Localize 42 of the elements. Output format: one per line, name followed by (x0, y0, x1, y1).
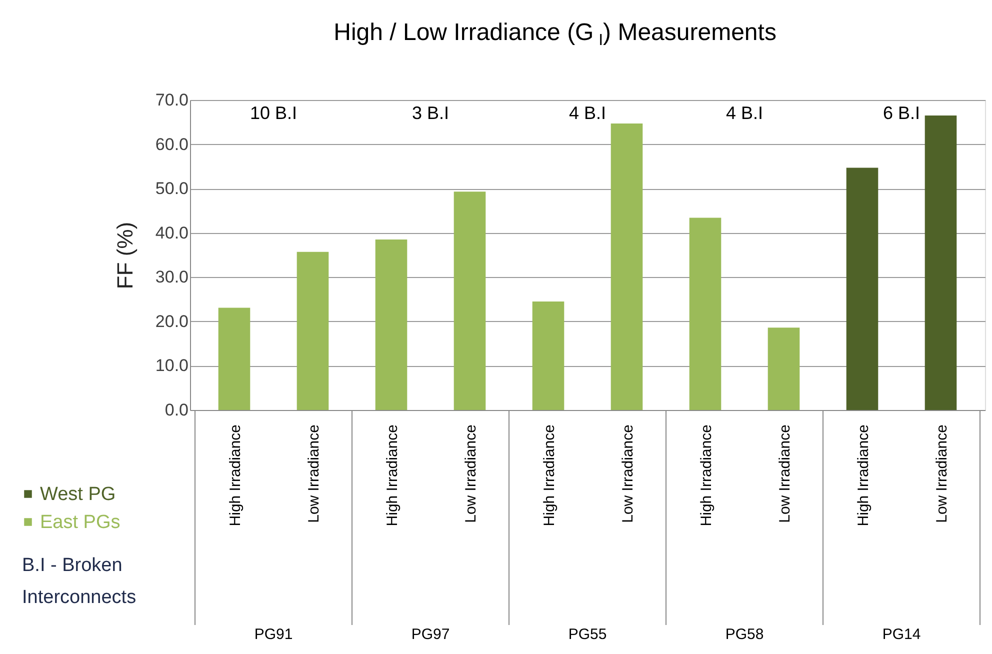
y-tick-label: 10.0 (155, 356, 188, 376)
bar (218, 308, 250, 410)
text: B.I - Broken Interconnects (22, 555, 136, 608)
x-tick-label: Low Irradiance (462, 424, 480, 523)
bar (375, 240, 408, 410)
x-tick-label: High Irradiance (854, 424, 872, 526)
annotation: 3 B.I (412, 103, 450, 123)
text: PG14 (882, 626, 921, 643)
x-tick-label: High Irradiance (698, 424, 715, 526)
text: PG55 (568, 626, 607, 643)
bar (610, 123, 643, 410)
bar (689, 218, 722, 410)
annotation: 4 B.I (568, 103, 606, 123)
y-tick-label: 30.0 (155, 268, 188, 287)
x-tick-label: High Irradiance (384, 424, 401, 526)
text: PG91 (254, 626, 293, 643)
bar (296, 252, 329, 410)
y-tick-label: 0.0 (164, 400, 188, 420)
annotation: 6 B.I (882, 103, 920, 123)
y-tick-label: 50.0 (155, 179, 188, 198)
y-axis-title: FF (%) (112, 222, 138, 290)
text: PG58 (725, 626, 764, 643)
x-tick-label: Low Irradiance (305, 424, 322, 523)
y-tick-label: 60.0 (155, 134, 188, 154)
y-tick-label: 70.0 (155, 90, 188, 110)
x-tick-label: Low Irradiance (776, 424, 794, 523)
y-tick-label: 20.0 (155, 312, 188, 331)
annotation: 4 B.I (726, 103, 764, 123)
x-tick-label: Low Irradiance (619, 424, 636, 523)
y-tick-label: 40.0 (155, 223, 188, 242)
legend-label: West PG (40, 484, 116, 505)
bar (454, 192, 486, 410)
bar (846, 168, 878, 410)
x-tick-label: Low Irradiance (933, 424, 950, 523)
bar (532, 302, 564, 410)
x-tick-label: High Irradiance (226, 424, 244, 526)
bar (924, 116, 957, 410)
text: PG97 (411, 626, 450, 643)
bar (768, 328, 800, 410)
annotation: 10 B.I (250, 103, 298, 123)
legend-label: East PGs (40, 512, 120, 533)
x-tick-label: High Irradiance (540, 424, 558, 526)
